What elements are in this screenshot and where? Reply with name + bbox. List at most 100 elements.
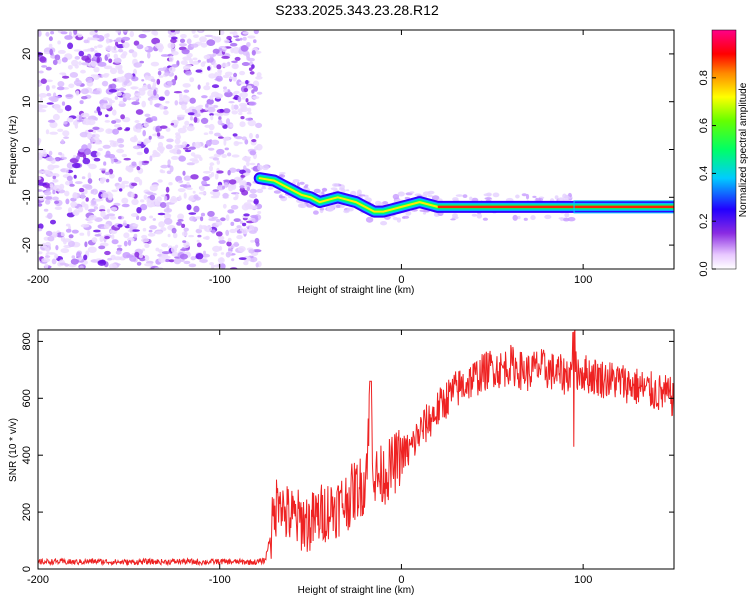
- noise-speck: [46, 92, 52, 97]
- noise-speck: [85, 197, 89, 202]
- noise-speck: [66, 117, 74, 123]
- noise-speck: [149, 194, 156, 201]
- noise-speck: [121, 153, 128, 158]
- noise-speck: [159, 202, 167, 208]
- noise-speck: [97, 147, 104, 152]
- noise-speck: [80, 88, 89, 95]
- noise-speck: [214, 36, 222, 43]
- noise-speck: [149, 225, 158, 230]
- noise-speck: [144, 113, 151, 118]
- noise-speck: [130, 97, 139, 101]
- noise-speck: [170, 246, 178, 254]
- track-halo-speck: [431, 195, 440, 201]
- spectrogram-y-tick-label: 20: [21, 48, 33, 60]
- noise-speck: [206, 106, 216, 113]
- noise-speck: [72, 162, 81, 169]
- noise-speck: [75, 181, 83, 185]
- track-halo-speck: [544, 214, 552, 220]
- noise-speck: [236, 225, 242, 229]
- noise-speck: [38, 223, 44, 230]
- noise-speck: [41, 65, 48, 68]
- noise-speck: [93, 229, 101, 233]
- noise-speck: [38, 70, 44, 74]
- spectrogram-x-tick-label: 0: [398, 274, 404, 286]
- noise-speck: [94, 117, 98, 121]
- noise-speck: [192, 60, 200, 65]
- snr-y-tick-label: 600: [21, 389, 33, 407]
- snr-panel: -200 -100 0 100 0 200 400 600 800 Height of str…: [8, 329, 675, 596]
- noise-speck: [189, 97, 196, 104]
- noise-speck: [109, 173, 115, 179]
- track-halo-speck: [340, 204, 345, 208]
- noise-speck: [156, 132, 161, 137]
- noise-speck: [132, 51, 138, 58]
- noise-speck: [205, 140, 212, 147]
- noise-speck: [243, 261, 249, 266]
- noise-speck: [38, 93, 48, 98]
- track-halo-speck: [476, 213, 482, 219]
- noise-speck: [39, 56, 47, 63]
- noise-speck: [246, 85, 252, 90]
- spectrogram-y-tick-label: 0: [21, 146, 33, 152]
- noise-speck: [186, 187, 193, 191]
- noise-speck: [78, 61, 82, 66]
- noise-speck: [43, 208, 49, 212]
- noise-speck: [66, 162, 74, 169]
- noise-speck: [215, 220, 223, 226]
- noise-speck: [241, 97, 246, 100]
- noise-speck: [166, 138, 174, 143]
- track-halo-speck: [278, 174, 283, 177]
- noise-speck: [219, 108, 224, 113]
- noise-speck: [157, 179, 163, 183]
- colorbar-tick-label: 0.4: [698, 166, 710, 181]
- noise-speck: [38, 30, 42, 37]
- noise-speck: [56, 86, 65, 91]
- noise-speck: [189, 116, 194, 121]
- noise-speck: [215, 231, 223, 237]
- noise-speck: [164, 89, 170, 97]
- noise-speck: [155, 247, 160, 252]
- noise-speck: [173, 91, 182, 94]
- noise-speck: [159, 104, 165, 110]
- noise-speck: [226, 152, 232, 157]
- noise-speck: [193, 34, 199, 38]
- spectrogram-y-axis-label: Frequency (Hz): [8, 116, 19, 185]
- noise-speck: [67, 42, 74, 50]
- noise-speck: [208, 123, 215, 131]
- noise-speck: [143, 194, 148, 200]
- noise-speck: [231, 154, 240, 158]
- noise-speck: [166, 204, 170, 211]
- noise-speck: [248, 101, 257, 106]
- noise-speck: [49, 121, 58, 129]
- noise-speck: [80, 223, 90, 228]
- noise-speck: [251, 50, 256, 56]
- noise-speck: [180, 248, 189, 251]
- noise-speck: [66, 175, 73, 182]
- track-halo-speck: [267, 187, 274, 190]
- track-halo-speck: [564, 212, 570, 218]
- noise-speck: [238, 112, 243, 115]
- colorbar-tick-label: 0.2: [698, 214, 710, 229]
- noise-speck: [130, 213, 139, 217]
- noise-speck: [40, 78, 47, 84]
- noise-speck: [174, 144, 181, 149]
- noise-speck: [144, 263, 153, 267]
- noise-speck: [78, 115, 82, 122]
- noise-speck: [132, 223, 139, 227]
- noise-speck: [93, 206, 99, 210]
- noise-speck: [238, 257, 247, 260]
- noise-speck: [74, 56, 81, 60]
- noise-speck: [171, 155, 179, 160]
- noise-speck: [198, 104, 204, 108]
- noise-speck: [103, 223, 110, 230]
- track-halo-speck: [525, 193, 530, 200]
- noise-speck: [77, 33, 83, 38]
- noise-speck: [59, 183, 65, 190]
- noise-speck: [45, 79, 53, 83]
- noise-speck: [175, 30, 180, 34]
- noise-speck: [170, 38, 177, 44]
- noise-speck: [196, 239, 200, 243]
- noise-speck: [52, 175, 57, 180]
- noise-speck: [83, 254, 88, 261]
- snr-x-axis-label: Height of straight line (km): [298, 585, 415, 596]
